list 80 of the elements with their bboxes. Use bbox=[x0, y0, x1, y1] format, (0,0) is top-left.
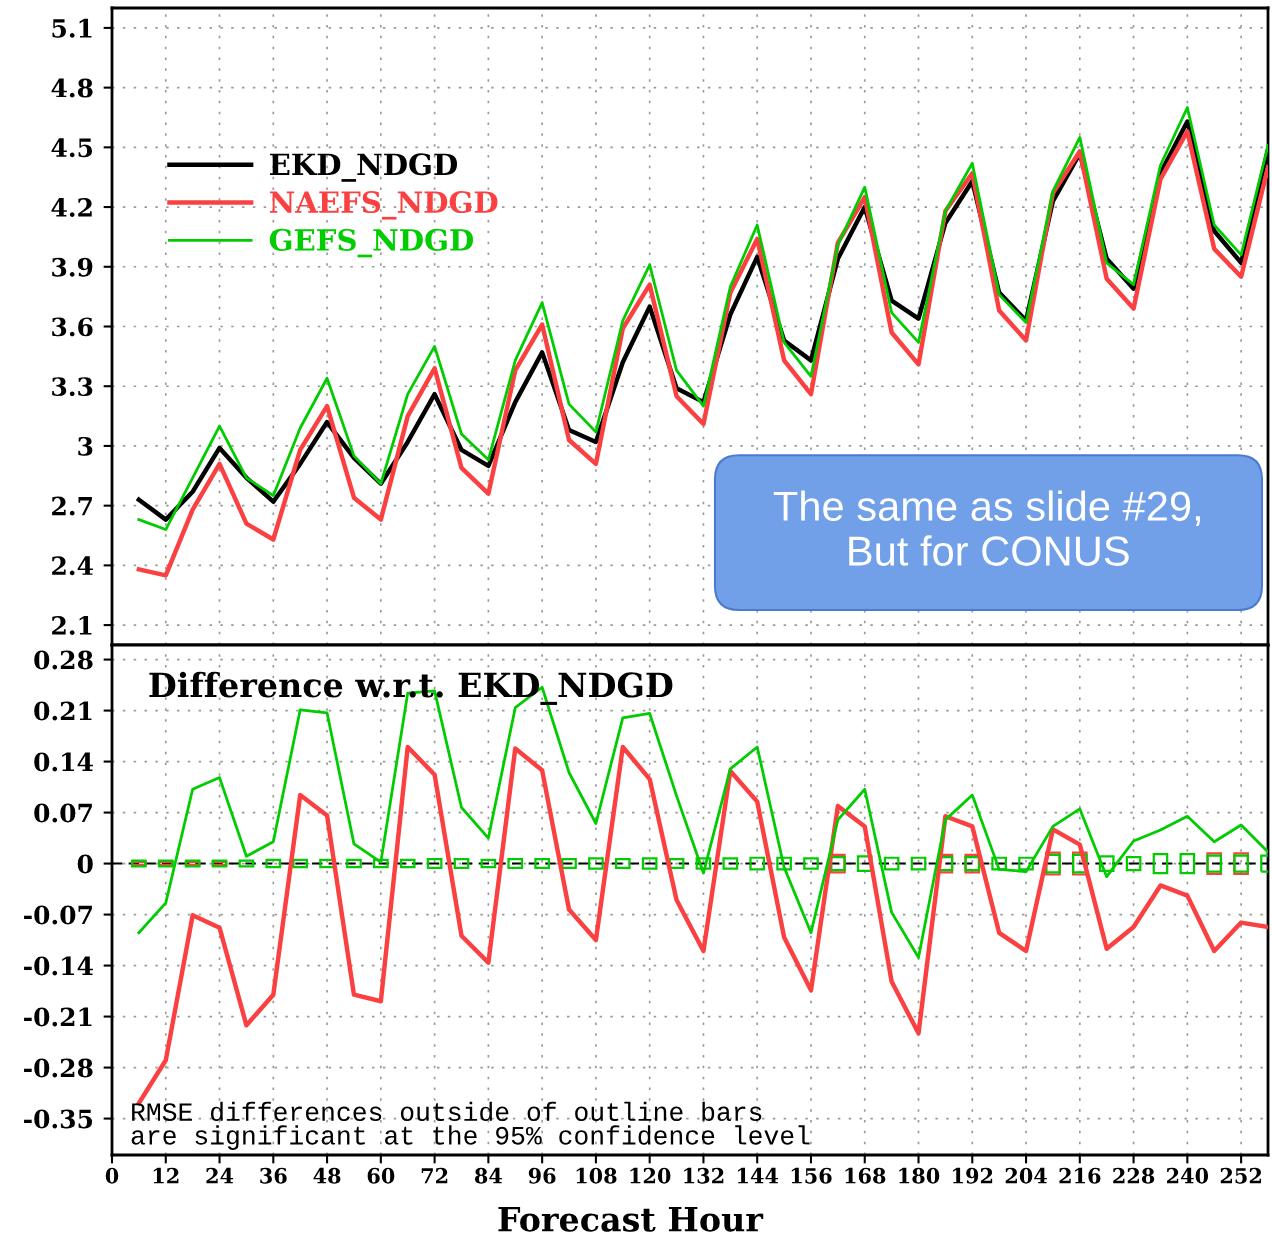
y-tick-label: 0 bbox=[77, 854, 93, 874]
y-tick-label: -0.21 bbox=[24, 1007, 92, 1027]
bar bbox=[373, 858, 389, 869]
bar bbox=[534, 858, 550, 870]
y-tick-label: 2.7 bbox=[52, 496, 92, 516]
y-tick-label: 3.3 bbox=[52, 377, 93, 397]
y-tick-label: -0.07 bbox=[24, 905, 92, 925]
bar bbox=[1098, 855, 1115, 872]
y-tick-label: 5.1 bbox=[52, 18, 92, 38]
x-tick-label: 0 bbox=[105, 1167, 119, 1184]
bar bbox=[991, 856, 1007, 871]
bar bbox=[1179, 852, 1196, 875]
x-tick-label: 240 bbox=[1167, 1167, 1209, 1184]
bar bbox=[588, 857, 604, 870]
bar bbox=[346, 858, 362, 869]
bar bbox=[695, 857, 712, 870]
x-tick-label: 216 bbox=[1059, 1167, 1101, 1184]
x-tick-label: 204 bbox=[1005, 1167, 1047, 1184]
bar bbox=[426, 858, 443, 870]
y-tick-label: 0.14 bbox=[34, 752, 93, 772]
bar bbox=[803, 857, 819, 870]
bar bbox=[1152, 852, 1169, 875]
x-tick-label: 36 bbox=[260, 1167, 287, 1184]
x-tick-label: 108 bbox=[576, 1167, 617, 1184]
y-tick-label: 4.8 bbox=[51, 78, 93, 98]
legend-label: GEFS_NDGD bbox=[269, 228, 474, 258]
text: Difference w.r.t. EKD_NDGD bbox=[149, 671, 673, 705]
x-tick-label: 252 bbox=[1220, 1167, 1261, 1184]
bar bbox=[292, 858, 309, 869]
annotation: RMSE differences outside of outline bars are significant at the 95% confidence level bbox=[131, 1101, 810, 1150]
y-tick-label: 0.07 bbox=[34, 803, 92, 823]
bar bbox=[1125, 855, 1142, 872]
bar bbox=[507, 858, 524, 870]
bar bbox=[910, 856, 927, 871]
x-tick-label: 24 bbox=[206, 1167, 234, 1184]
bar bbox=[883, 856, 900, 871]
bar bbox=[668, 858, 685, 870]
bar bbox=[641, 857, 658, 870]
y-tick-label: 3.6 bbox=[52, 317, 93, 337]
bar bbox=[480, 858, 497, 869]
y-tick-label: -0.35 bbox=[24, 1109, 93, 1129]
y-tick-label: 3 bbox=[78, 436, 93, 456]
y-tick-label: 0.21 bbox=[34, 701, 92, 721]
legend-label: EKD_NDGD bbox=[270, 153, 458, 182]
x-tick-label: 12 bbox=[153, 1167, 179, 1184]
bar bbox=[319, 858, 335, 869]
y-tick-label: 3.9 bbox=[52, 257, 93, 277]
x-tick-label: 48 bbox=[313, 1167, 341, 1184]
x-tick-label: 96 bbox=[528, 1167, 556, 1184]
x-tick-label: 168 bbox=[845, 1167, 886, 1184]
bar bbox=[776, 856, 792, 871]
y-tick-label: 4.2 bbox=[51, 198, 92, 217]
x-tick-label: 84 bbox=[474, 1167, 503, 1184]
x-tick-label: 144 bbox=[738, 1167, 779, 1184]
y-tick-label: 2.4 bbox=[52, 556, 93, 576]
y-tick-label: -0.14 bbox=[24, 956, 93, 976]
annotation: The same as slide #29, But for CONUS bbox=[773, 490, 1200, 566]
x-axis-title: Forecast Hour bbox=[498, 1207, 764, 1232]
x-tick-label: 192 bbox=[953, 1167, 993, 1184]
y-tick-label: 2.1 bbox=[52, 616, 92, 635]
x-tick-label: 132 bbox=[684, 1167, 724, 1184]
legend-label: NAEFS_NDGD bbox=[269, 191, 498, 220]
x-tick-label: 228 bbox=[1113, 1167, 1155, 1184]
x-tick-label: 120 bbox=[630, 1167, 671, 1184]
bar bbox=[614, 858, 631, 870]
bar bbox=[1018, 856, 1034, 871]
x-tick-label: 60 bbox=[367, 1167, 395, 1184]
bar bbox=[453, 858, 470, 870]
bar bbox=[399, 858, 416, 869]
bar bbox=[561, 858, 577, 870]
bar bbox=[722, 857, 739, 870]
y-tick-label: 4.5 bbox=[51, 138, 93, 158]
x-tick-label: 156 bbox=[791, 1167, 832, 1184]
bar bbox=[238, 859, 255, 868]
y-tick-label: -0.28 bbox=[24, 1058, 93, 1078]
x-tick-label: 72 bbox=[421, 1167, 448, 1184]
bar bbox=[749, 856, 766, 871]
y-tick-label: 0.28 bbox=[34, 650, 93, 670]
x-tick-label: 180 bbox=[899, 1167, 940, 1184]
bar bbox=[265, 858, 282, 869]
